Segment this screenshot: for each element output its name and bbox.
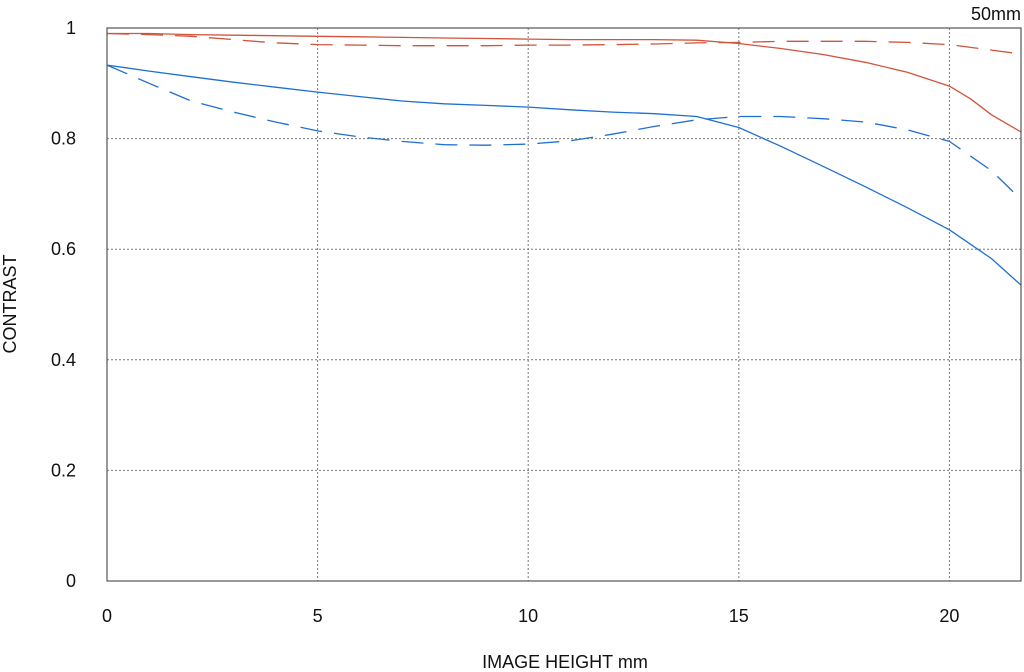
- x-tick-label: 10: [518, 606, 538, 626]
- blue-solid-series-line: [106, 64, 1022, 286]
- x-tick-label: 0: [102, 606, 112, 626]
- x-axis-title: IMAGE HEIGHT mm: [482, 652, 648, 672]
- y-tick-labels: 0 0.2 0.4 0.6 0.8 1: [51, 18, 76, 591]
- y-tick-label: 1: [66, 18, 76, 38]
- y-tick-label: 0.4: [51, 350, 76, 370]
- x-tick-label: 15: [729, 606, 749, 626]
- y-axis-title: CONTRAST: [0, 254, 20, 353]
- red-solid-series-line: [107, 32, 1022, 133]
- grid-lines: [107, 28, 1021, 581]
- y-tick-label: 0.6: [51, 239, 76, 259]
- x-tick-labels: 0 5 10 15 20: [102, 606, 959, 626]
- series-lines: [106, 32, 1022, 286]
- red-dashed-series-line: [106, 32, 1022, 55]
- y-tick-label: 0: [66, 571, 76, 591]
- focal-length-label: 50mm: [971, 4, 1021, 24]
- y-tick-label: 0.2: [51, 460, 76, 480]
- y-tick-label: 0.8: [51, 129, 76, 149]
- x-tick-label: 5: [313, 606, 323, 626]
- blue-dashed-series-line: [106, 64, 1022, 200]
- plot-frame: [106, 27, 1022, 582]
- x-tick-label: 20: [939, 606, 959, 626]
